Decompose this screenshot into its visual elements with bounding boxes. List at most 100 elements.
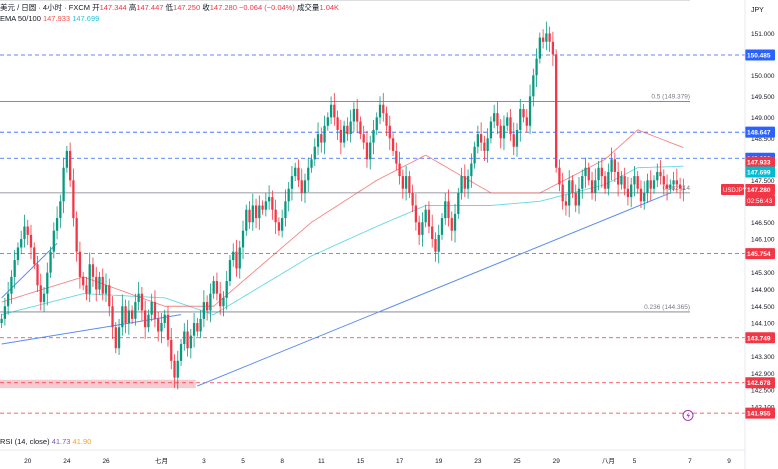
candle-body [88, 264, 91, 294]
candle [209, 283, 212, 323]
candle-body [525, 117, 528, 126]
candle-body [532, 75, 535, 97]
candle [307, 157, 310, 193]
candle [408, 171, 411, 198]
candle-body [662, 176, 665, 185]
candle-body [111, 306, 114, 328]
candle [411, 184, 414, 213]
candle [254, 198, 258, 229]
support-zone [0, 379, 196, 389]
candle-body [600, 167, 603, 177]
lightning-glyph [686, 411, 690, 419]
candle-body [78, 251, 82, 277]
candle [652, 175, 656, 194]
candle [114, 322, 117, 354]
candle-body [398, 163, 401, 177]
candle [466, 169, 470, 199]
candle [316, 122, 320, 156]
candle [267, 185, 271, 210]
candle [281, 209, 284, 238]
candle-body [320, 134, 323, 143]
candle-body [284, 201, 287, 219]
candle [95, 266, 98, 302]
candle [108, 278, 111, 317]
candle-body [241, 230, 245, 248]
candle [512, 122, 515, 156]
candle [457, 187, 460, 219]
candle [147, 309, 150, 333]
candle [659, 160, 662, 185]
candle-body [460, 176, 463, 193]
current-price-tag: 147.933 [747, 160, 771, 167]
close-value: 147.280 [209, 3, 237, 12]
candle-body [616, 171, 620, 185]
candle-body [219, 293, 222, 307]
candle [303, 173, 307, 203]
candle-body [173, 360, 176, 378]
candle [444, 192, 447, 225]
candle-body [137, 293, 140, 303]
candle-body [121, 306, 124, 328]
candle [189, 328, 192, 359]
candle [23, 214, 26, 248]
candle [388, 115, 391, 151]
level-price-tag: 145.754 [747, 251, 771, 258]
candle-body [20, 239, 23, 248]
candle [150, 293, 153, 322]
candle-body [659, 171, 662, 177]
candle [672, 171, 675, 192]
candle-body [489, 121, 493, 139]
candle [626, 176, 630, 206]
rsi-legend[interactable]: RSI (14, close) 41.73 41.90 [0, 437, 91, 446]
candle-body [261, 205, 264, 210]
candle-body [404, 176, 408, 189]
x-tick-label: 5 [241, 458, 245, 465]
x-tick-label: 9 [727, 458, 731, 465]
candle [72, 168, 75, 227]
candle-body [672, 180, 675, 185]
candles [0, 21, 685, 390]
candle-body [652, 180, 656, 189]
candle-body [23, 226, 26, 240]
candle-body [362, 134, 365, 143]
candle-body [388, 125, 391, 139]
candle [561, 172, 564, 210]
candle [104, 273, 108, 303]
candle [46, 262, 49, 306]
candle-body [473, 146, 476, 164]
candle [134, 293, 137, 326]
candle [607, 163, 610, 196]
y-tick-label: 143.300 [751, 354, 775, 361]
candle-body [479, 134, 483, 143]
x-tick-label: 7 [688, 458, 692, 465]
candle [10, 270, 13, 304]
candle [284, 189, 287, 227]
candle [418, 215, 421, 245]
candle [453, 203, 457, 243]
level-price-tag-bg [745, 126, 775, 138]
candle-body [26, 226, 29, 235]
candle-body [349, 121, 352, 135]
candle-body [264, 201, 267, 210]
x-tick-label: 8 [280, 458, 284, 465]
candle [33, 242, 36, 270]
ema-legend[interactable]: EMA 50/100 147.933 147.699 [0, 14, 99, 23]
candle-body [649, 180, 652, 189]
candle-body [633, 176, 636, 185]
candle [179, 339, 183, 366]
candle-body [336, 117, 339, 130]
candle [590, 171, 594, 200]
candle-body [127, 310, 130, 324]
candle [127, 300, 130, 335]
candle [470, 153, 473, 188]
candle-body [277, 222, 281, 231]
level-price-tag-bg [745, 407, 775, 419]
symbol-title[interactable]: 美元 / 日圆 · 4小时 · FXCM [0, 3, 90, 12]
x-tick-label: 八月 [602, 457, 615, 465]
candle [326, 112, 329, 131]
x-tick-label: 15 [357, 458, 365, 465]
candle-body [607, 171, 610, 189]
candle [192, 312, 196, 348]
candle [519, 98, 522, 142]
